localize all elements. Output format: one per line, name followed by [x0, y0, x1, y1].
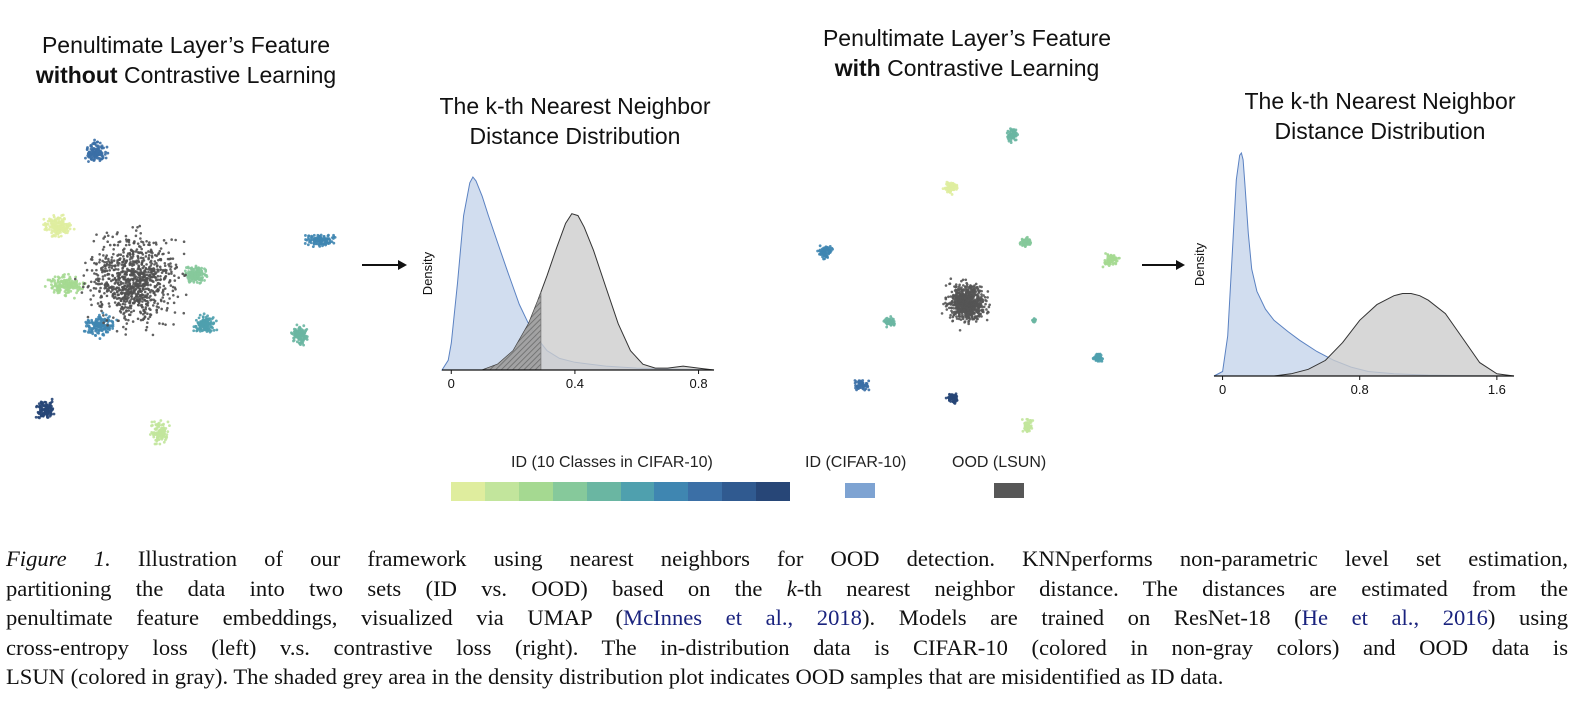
umap-cluster: [853, 379, 871, 392]
density-left-xtick-label: 0: [448, 376, 455, 391]
umap-cluster: [944, 392, 959, 405]
legend-class-swatch-8: [688, 482, 723, 501]
legend-id-classes-label: ID (10 Classes in CIFAR-10): [511, 454, 713, 471]
density-chart-right: Density 0 0.8 1.6: [1192, 151, 1515, 397]
caption-line3a: penultimate feature embeddings, visualiz…: [6, 605, 624, 630]
umap-left-title-rest: Contrastive Learning: [117, 62, 337, 88]
figure-caption: Figure 1. Illustration of our framework …: [6, 544, 1568, 692]
umap-cluster: [82, 311, 119, 340]
umap-cluster: [303, 233, 337, 249]
umap-cluster: [43, 272, 87, 300]
density-right-xtick-label: 0.8: [1351, 382, 1369, 397]
density-left-misidentified-area: [482, 292, 541, 370]
umap-cluster: [1101, 252, 1121, 269]
umap-cluster: [148, 419, 171, 446]
caption-line2a: partitioning the data into two sets (ID …: [6, 575, 787, 601]
umap-cluster: [1018, 235, 1033, 249]
umap-cluster: [1005, 127, 1020, 144]
umap-right-title-rest: Contrastive Learning: [880, 55, 1100, 81]
density-left-title-line2: Distance Distribution: [469, 123, 681, 149]
umap-left-title-line2: without Contrastive Learning: [0, 60, 372, 90]
caption-line4: cross-entropy loss (left) v.s. contrasti…: [6, 634, 1568, 660]
legend-id-label: ID (CIFAR-10): [805, 454, 907, 471]
legend-class-swatch-9: [722, 482, 757, 501]
legend-class-swatch-2: [484, 482, 519, 501]
density-left-title: The k-th Nearest Neighbor Distance Distr…: [400, 91, 750, 151]
density-right-ylabel: Density: [1192, 242, 1207, 286]
umap-cluster: [1031, 317, 1038, 324]
umap-cluster: [290, 323, 309, 347]
umap-cluster: [882, 315, 896, 329]
density-right-xtick-label: 0: [1219, 382, 1226, 397]
umap-left-title: Penultimate Layer’s Feature without Cont…: [0, 30, 372, 90]
caption-line2: partitioning the data into two sets (ID …: [6, 574, 1568, 604]
caption-line1-text: Illustration of our framework using near…: [110, 546, 1568, 571]
caption-line3c: ) using: [1487, 605, 1568, 630]
legend-id-swatch: [845, 483, 875, 498]
legend-class-swatch-3: [518, 482, 553, 501]
legend-ood-swatch: [994, 483, 1024, 498]
legend-class-swatch-10: [756, 482, 791, 501]
legend-class-swatch-4: [552, 482, 587, 501]
density-right-series-ood: [1273, 293, 1515, 377]
umap-right-title-line2: with Contrastive Learning: [787, 53, 1147, 83]
umap-right-scatter: [816, 127, 1121, 434]
legend-ood-label: OOD (LSUN): [952, 454, 1047, 471]
legend-class-swatch-5: [586, 482, 621, 501]
umap-cluster: [941, 180, 959, 196]
umap-left-scatter: [34, 138, 337, 446]
umap-cluster: [1020, 417, 1035, 434]
umap-cluster: [816, 244, 834, 261]
legend-class-swatch-7: [654, 482, 689, 501]
legend-class-swatch-6: [620, 482, 655, 501]
caption-line2b: -th nearest neighbor distance. The dista…: [796, 575, 1568, 601]
umap-cluster: [34, 397, 56, 420]
umap-cluster: [42, 213, 76, 239]
caption-line1: Figure 1. Illustration of our framework …: [6, 544, 1568, 574]
density-left-xtick-label: 0.8: [690, 376, 708, 391]
umap-cluster: [1091, 352, 1105, 363]
density-right-title: The k-th Nearest Neighbor Distance Distr…: [1200, 86, 1560, 146]
density-chart-left: Density 0 0.4 0.8: [420, 176, 715, 391]
umap-right-title: Penultimate Layer’s Feature with Contras…: [787, 23, 1147, 83]
caption-figure-label: Figure 1.: [6, 546, 111, 571]
arrow-left: [362, 260, 407, 270]
density-left-title-line1: The k-th Nearest Neighbor: [439, 93, 711, 119]
caption-line3b: ). Models are trained on ResNet-18 (: [861, 605, 1302, 630]
legend-class-swatch-1: [451, 482, 485, 501]
density-right-xtick-label: 1.6: [1488, 382, 1506, 397]
umap-cluster: [73, 224, 188, 337]
umap-cluster: [183, 264, 209, 285]
citation-mcinnes-link[interactable]: McInnes et al., 2018: [623, 605, 862, 630]
umap-right-title-bold: with: [834, 55, 881, 81]
density-left-ylabel: Density: [420, 251, 435, 295]
density-right-title-line1: The k-th Nearest Neighbor: [1244, 88, 1516, 114]
umap-cluster: [940, 277, 991, 332]
umap-left-title-line1: Penultimate Layer’s Feature: [41, 32, 331, 58]
caption-k: k: [786, 575, 797, 601]
caption-line3: penultimate feature embeddings, visualiz…: [6, 603, 1568, 633]
umap-cluster: [192, 312, 219, 334]
arrow-right: [1142, 260, 1185, 270]
umap-cluster: [84, 138, 110, 163]
caption-line5: LSUN (colored in gray). The shaded grey …: [6, 664, 1224, 689]
density-right-title-line2: Distance Distribution: [1274, 118, 1486, 144]
citation-he-link[interactable]: He et al., 2016: [1301, 605, 1488, 630]
legend-class-swatches: [451, 482, 791, 501]
density-left-xtick-label: 0.4: [566, 376, 584, 391]
umap-left-title-bold: without: [35, 62, 118, 88]
umap-right-title-line1: Penultimate Layer’s Feature: [822, 25, 1112, 51]
